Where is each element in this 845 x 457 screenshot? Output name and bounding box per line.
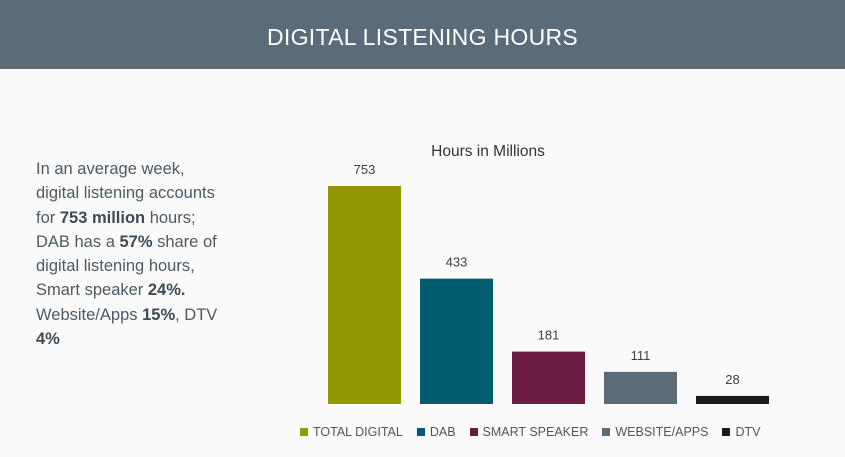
summary-part-5: , DTV <box>175 305 218 324</box>
bar-website-apps <box>604 371 677 404</box>
summary-bold-4: 15% <box>142 305 176 324</box>
legend-label: TOTAL DIGITAL <box>313 425 403 439</box>
header-bar: DIGITAL LISTENING HOURS <box>0 0 845 69</box>
legend-label: DTV <box>735 425 761 439</box>
legend-item: WEBSITE/APPS <box>602 425 708 439</box>
bar-dab <box>420 278 493 404</box>
legend-item: TOTAL DIGITAL <box>300 425 403 439</box>
summary-bold-3: 24%. <box>147 281 186 300</box>
summary-part-1: In an average week, digital listening ac… <box>36 160 215 227</box>
legend-label: SMART SPEAKER <box>482 425 589 439</box>
bar-smart-speaker <box>512 351 585 404</box>
summary-bold-2: 57% <box>119 232 153 251</box>
value-label: 111 <box>631 348 651 363</box>
legend-swatch <box>722 428 731 436</box>
value-label: 753 <box>354 162 376 177</box>
page-title: DIGITAL LISTENING HOURS <box>266 24 579 50</box>
legend-label: WEBSITE/APPS <box>615 425 709 439</box>
bar-dtv <box>696 395 769 404</box>
summary-part-2: hours; DAB has a <box>36 208 196 251</box>
summary-bold-1: 753 million <box>59 208 146 227</box>
summary-part-3: share of digital listening hours, Smart … <box>36 232 217 300</box>
legend-swatch <box>602 428 611 436</box>
legend-item: DAB <box>416 425 456 439</box>
legend-swatch <box>416 428 425 436</box>
bar-total-digital <box>328 186 401 404</box>
legend-label: DAB <box>429 425 456 439</box>
legend-item: DTV <box>722 425 760 439</box>
legend-swatch <box>300 428 308 436</box>
chart-legend: TOTAL DIGITAL DAB SMART SPEAKER WEBSITE/APP… <box>300 425 774 439</box>
legend-item: SMART SPEAKER <box>469 425 589 439</box>
value-label: 28 <box>725 372 739 387</box>
summary-text: In an average week, digital listening ac… <box>36 157 226 351</box>
legend-swatch <box>469 428 478 436</box>
chart-title: Hours in Millions <box>431 143 545 160</box>
value-label: 181 <box>538 328 560 343</box>
summary-bold-5: 4% <box>36 330 60 349</box>
value-label: 433 <box>446 255 468 270</box>
summary-part-4: Website/Apps <box>36 305 143 324</box>
